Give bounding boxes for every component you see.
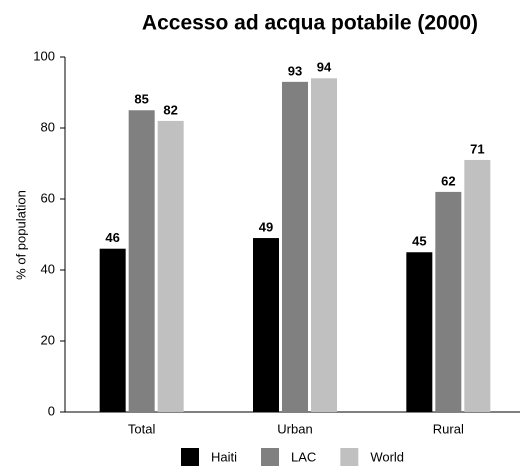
value-label: 46 (105, 230, 119, 245)
value-label: 94 (317, 60, 332, 75)
y-tick-label: 100 (33, 48, 55, 63)
legend-swatch (181, 448, 199, 466)
bar (311, 78, 337, 413)
bar (128, 110, 155, 412)
y-tick-label: 80 (41, 119, 55, 134)
legend-label: LAC (291, 449, 316, 464)
value-label: 85 (134, 92, 148, 107)
bar (99, 248, 126, 412)
bar (282, 81, 308, 412)
value-label: 62 (441, 173, 455, 188)
x-tick-label: Urban (277, 421, 312, 436)
value-label: 71 (470, 141, 484, 156)
bar (406, 252, 433, 412)
value-label: 45 (412, 234, 426, 249)
y-tick-label: 20 (41, 332, 55, 347)
x-tick-label: Rural (433, 421, 464, 436)
y-tick-label: 60 (41, 190, 55, 205)
legend-label: World (370, 449, 404, 464)
bar (464, 159, 491, 412)
legend-swatch (261, 448, 280, 466)
bar (157, 120, 184, 413)
chart-title: Accesso ad acqua potabile (2000) (142, 12, 478, 35)
y-tick-label: 0 (48, 403, 55, 418)
value-label: 93 (288, 63, 302, 78)
y-tick-label: 40 (41, 261, 55, 276)
x-tick-label: Total (128, 421, 156, 436)
value-label: 49 (259, 219, 273, 234)
legend-label: Haiti (211, 449, 237, 464)
bar (253, 238, 279, 412)
bar (435, 191, 462, 412)
value-label: 82 (163, 102, 177, 117)
legend-swatch (340, 448, 359, 466)
y-axis-label: % of population (13, 190, 28, 280)
